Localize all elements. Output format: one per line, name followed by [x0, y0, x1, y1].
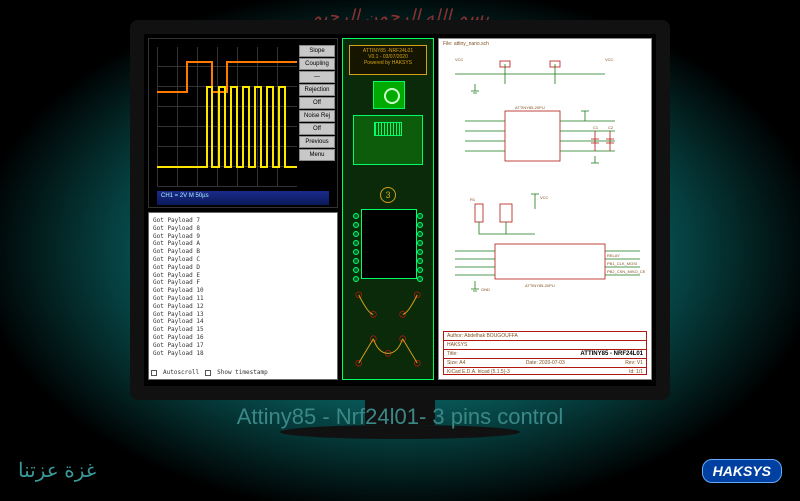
scope-waveforms [157, 47, 297, 187]
pcb-silkscreen-title: ATTINY85 -NRF24L01 V0.1 - 03/07/2020 Pow… [349, 45, 427, 75]
autoscroll-label: Autoscroll [163, 369, 199, 377]
scope-btn-prev[interactable]: Previous [299, 136, 335, 148]
svg-text:C2: C2 [608, 125, 614, 130]
svg-text:C1: C1 [593, 125, 599, 130]
schematic-panel[interactable]: File: attiny_nano.sch VCC VCC ATTINY85-2… [438, 38, 652, 380]
scope-btn-sep: — [299, 71, 335, 83]
haksys-logo: HAKSYS [702, 459, 782, 483]
scope-btn-off1[interactable]: Off [299, 97, 335, 109]
svg-text:ATTINY85-20PU: ATTINY85-20PU [515, 105, 545, 110]
svg-text:PB2_CSN_MISO_CE: PB2_CSN_MISO_CE [607, 269, 645, 274]
pcb-regulator [373, 81, 405, 109]
console-lines: Got Payload 7Got Payload 8Got Payload 9G… [153, 217, 333, 357]
scope-side-menu: Slope Coupling — Rejection Off Noise Rej… [299, 45, 335, 161]
scope-btn-coupling[interactable]: Coupling [299, 58, 335, 70]
svg-text:ATTINY85-20PU: ATTINY85-20PU [525, 283, 555, 288]
console-footer: Autoscroll Show timestamp [151, 369, 268, 377]
pcb-pins-right [417, 213, 423, 282]
pcb-traces [349, 285, 427, 373]
caption-text: Attiny85 - Nrf24l01- 3 pins control [130, 404, 670, 430]
scope-btn-menu[interactable]: Menu [299, 149, 335, 161]
autoscroll-checkbox[interactable] [151, 370, 157, 376]
timestamp-checkbox[interactable] [205, 370, 211, 376]
scope-btn-rejection[interactable]: Rejection [299, 84, 335, 96]
scope-footer: CH1 = 2V M 50µs [157, 191, 329, 205]
pcb-nrf-module [353, 115, 423, 165]
schematic-mcu-block: VCC R1 ATTINY85-20PU RELAY PB1_CLK_MOSI … [445, 189, 645, 299]
pcb-badge-3: 3 [380, 187, 396, 203]
svg-text:RELAY: RELAY [607, 253, 620, 258]
serial-console[interactable]: Got Payload 7Got Payload 8Got Payload 9G… [148, 212, 338, 380]
scope-btn-slope[interactable]: Slope [299, 45, 335, 57]
svg-text:PB1_CLK_MOSI: PB1_CLK_MOSI [607, 261, 637, 266]
pcb-attiny-chip [361, 209, 417, 279]
svg-text:R1: R1 [470, 197, 476, 202]
pcb-pins-left [353, 213, 359, 282]
svg-text:GND: GND [481, 287, 490, 292]
schematic-power-block: VCC VCC [445, 49, 645, 99]
svg-text:VCC: VCC [605, 57, 614, 62]
pcb-layout-panel[interactable]: ATTINY85 -NRF24L01 V0.1 - 03/07/2020 Pow… [342, 38, 434, 380]
schematic-rf-block: ATTINY85-20PU C1 C2 [445, 101, 645, 181]
oscilloscope-panel: Slope Coupling — Rejection Off Noise Rej… [148, 38, 338, 208]
timestamp-label: Show timestamp [217, 369, 268, 377]
scope-btn-off2[interactable]: Off [299, 123, 335, 135]
arabic-text-bottom: غزة عزتنا [18, 458, 96, 483]
monitor-frame: Slope Coupling — Rejection Off Noise Rej… [130, 20, 670, 460]
svg-text:VCC: VCC [455, 57, 464, 62]
schematic-title-block: Author: Abdelhak BOUGOUFFA HAKSYS Title:… [443, 331, 647, 375]
scope-btn-noise[interactable]: Noise Rej [299, 110, 335, 122]
screen: Slope Coupling — Rejection Off Noise Rej… [130, 20, 670, 400]
schematic-file-header: File: attiny_nano.sch [443, 41, 489, 47]
svg-text:VCC: VCC [540, 195, 549, 200]
